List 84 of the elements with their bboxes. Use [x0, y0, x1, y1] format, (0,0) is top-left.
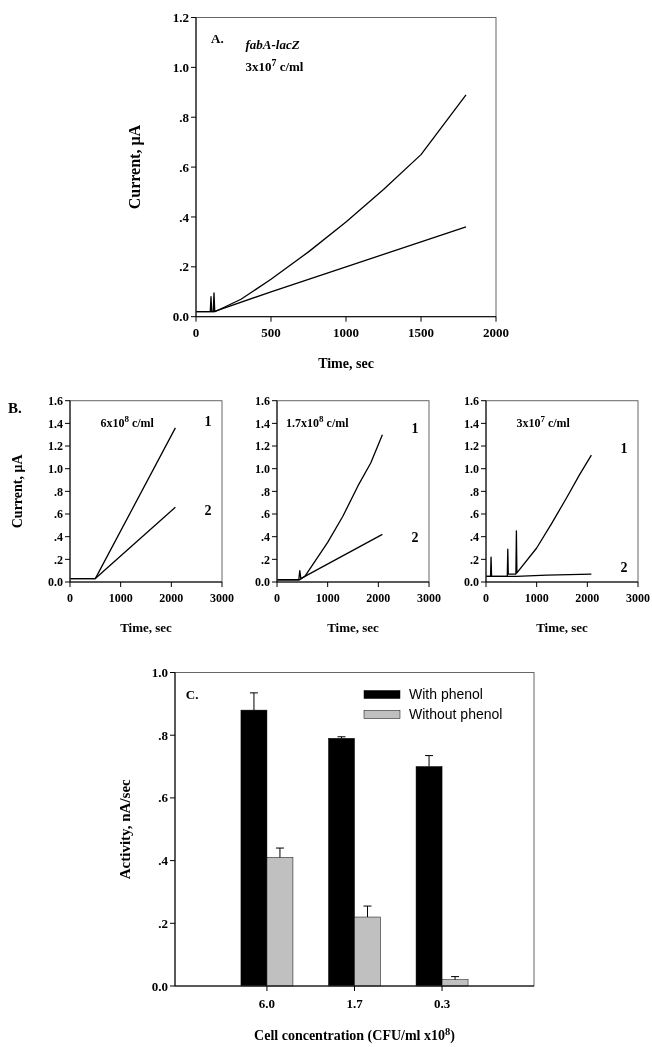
y-tick-label: 1.2	[48, 439, 63, 454]
y-tick-label: 1.6	[48, 393, 63, 408]
x-tick-label: 3000	[417, 591, 441, 605]
y-axis-title: Current, μA	[126, 124, 144, 210]
x-tick-label: 3000	[210, 591, 234, 605]
x-tick-label: 3000	[626, 591, 650, 605]
y-tick-label: 0.0	[255, 575, 270, 590]
y-tick-label: 1.6	[255, 393, 270, 408]
x-tick-label: 0	[67, 591, 73, 605]
y-tick-label: 1.6	[464, 393, 479, 408]
annotation: fabA-lacZ	[245, 36, 300, 52]
y-tick-label: 0.0	[151, 978, 168, 994]
x-tick-label: 2000	[575, 591, 600, 605]
text: 1	[411, 420, 419, 436]
text: B.	[8, 400, 22, 417]
y-tick-label: .8	[470, 484, 479, 499]
annotation: 3x10$^{7}$ c/ml	[245, 56, 304, 75]
y-tick-label: .2	[158, 915, 168, 931]
legend-label: Without phenol	[409, 706, 503, 723]
text: 2	[204, 503, 212, 519]
y-tick-label: .4	[470, 529, 479, 544]
y-tick-label: .4	[261, 529, 270, 544]
y-tick-label: .8	[54, 484, 63, 499]
y-tick-label: 1.0	[151, 665, 168, 681]
y-tick-label: .8	[261, 484, 270, 499]
y-axis-title: Current, μA	[10, 453, 25, 529]
x-axis-title: Time, sec	[120, 620, 173, 635]
x-axis-title: Time, sec	[327, 620, 380, 635]
annotation: C.	[185, 686, 199, 702]
text: 1	[620, 441, 628, 457]
x-tick-label: 0	[274, 591, 280, 605]
x-tick-label: 1000	[333, 324, 359, 340]
y-tick-label: 1.4	[255, 416, 270, 431]
y-tick-label: 1.2	[255, 439, 270, 454]
annotation: A.	[211, 30, 224, 46]
y-tick-label: 1.0	[48, 461, 63, 476]
x-axis-title: Cell concentration (CFU/ml x10$^{8}$)	[254, 1025, 456, 1044]
x-tick-label: 1000	[108, 591, 133, 605]
y-tick-label: 1.0	[172, 59, 189, 75]
y-tick-label: .6	[158, 790, 169, 806]
y-tick-label: 0.0	[464, 575, 479, 590]
y-tick-label: .2	[54, 552, 63, 567]
x-tick-label: 2000	[483, 324, 509, 340]
y-tick-label: .2	[261, 552, 270, 567]
x-tick-label: 2000	[366, 591, 391, 605]
text: 2	[411, 530, 419, 546]
annotation: 6x10$^{8}$ c/ml	[100, 413, 155, 430]
x-axis-title: Time, sec	[318, 356, 374, 371]
y-tick-label: 1.0	[255, 461, 270, 476]
annotation: 1.7x10$^{8}$ c/ml	[286, 413, 350, 430]
x-tick-label: 2000	[159, 591, 184, 605]
text: 2	[620, 560, 628, 575]
y-tick-label: .6	[261, 507, 270, 522]
y-tick-label: 1.4	[464, 416, 479, 431]
y-tick-label: .2	[470, 552, 479, 567]
x-tick-label: 0	[192, 324, 200, 340]
y-tick-label: .8	[179, 109, 190, 125]
x-tick-label: 500	[261, 324, 281, 340]
y-tick-label: 0.0	[172, 309, 189, 325]
y-tick-label: .4	[158, 853, 169, 869]
y-tick-label: .4	[179, 209, 190, 225]
y-tick-label: .6	[179, 159, 190, 175]
text: 1	[204, 413, 212, 429]
x-tick-label: 0	[483, 591, 489, 605]
legend-label: With phenol	[409, 686, 483, 703]
x-tick-label: 0.3	[433, 996, 451, 1011]
y-tick-label: .8	[158, 727, 169, 743]
x-tick-label: 1000	[524, 591, 549, 605]
x-tick-label: 1.7	[346, 996, 364, 1011]
y-tick-label: .2	[179, 259, 189, 275]
x-tick-label: 6.0	[258, 996, 276, 1011]
y-tick-label: 1.2	[464, 439, 479, 454]
x-tick-label: 1000	[315, 591, 340, 605]
y-tick-label: 1.4	[48, 416, 63, 431]
y-tick-label: .4	[54, 529, 63, 544]
y-tick-label: .6	[54, 507, 63, 522]
y-tick-label: 0.0	[48, 575, 63, 590]
y-axis-title: Activity, nA/sec	[117, 778, 133, 880]
annotation: 3x10$^{7}$ c/ml	[516, 413, 571, 430]
y-tick-label: 1.2	[172, 10, 189, 26]
x-axis-title: Time, sec	[536, 620, 589, 635]
y-tick-label: .6	[470, 507, 479, 522]
x-tick-label: 1500	[408, 324, 434, 340]
y-tick-label: 1.0	[464, 461, 479, 476]
